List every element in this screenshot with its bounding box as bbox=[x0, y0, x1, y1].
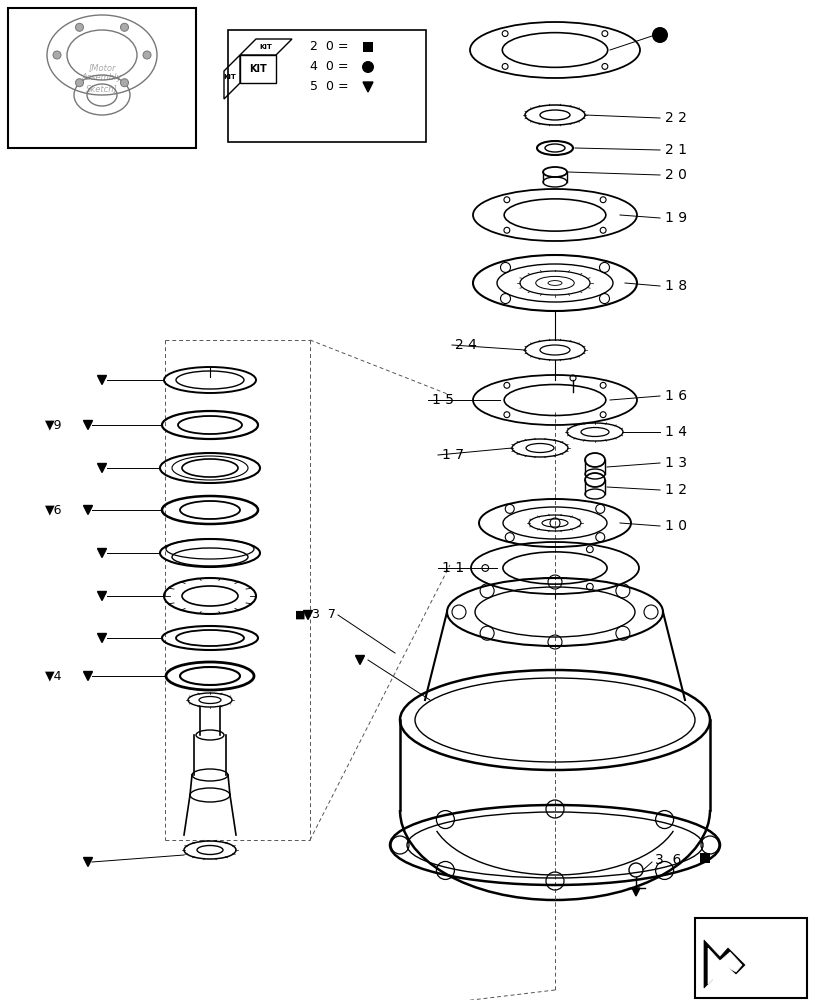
Text: 2 1: 2 1 bbox=[665, 143, 687, 157]
Polygon shape bbox=[363, 82, 373, 92]
Polygon shape bbox=[83, 672, 92, 680]
Polygon shape bbox=[83, 506, 92, 514]
Bar bbox=[363, 42, 373, 52]
Text: 1 6: 1 6 bbox=[665, 389, 687, 403]
Circle shape bbox=[121, 79, 128, 87]
Text: 2 2: 2 2 bbox=[665, 111, 687, 125]
Circle shape bbox=[76, 23, 83, 31]
Text: 3  6: 3 6 bbox=[655, 853, 681, 867]
Polygon shape bbox=[97, 591, 107, 600]
Bar bbox=[8, 8, 196, 148]
Text: KIT: KIT bbox=[259, 44, 273, 50]
Polygon shape bbox=[83, 857, 92, 866]
Text: ▼9: ▼9 bbox=[45, 418, 62, 432]
Text: 2 0: 2 0 bbox=[665, 168, 687, 182]
Circle shape bbox=[121, 23, 128, 31]
Text: 1 3: 1 3 bbox=[665, 456, 687, 470]
Text: ■: ■ bbox=[295, 610, 305, 620]
Text: 1 2: 1 2 bbox=[665, 483, 687, 497]
Text: ▼6: ▼6 bbox=[45, 504, 62, 516]
Text: 1 7: 1 7 bbox=[442, 448, 464, 462]
Polygon shape bbox=[97, 464, 107, 473]
Circle shape bbox=[143, 51, 151, 59]
Polygon shape bbox=[97, 548, 107, 558]
Bar bbox=[228, 30, 426, 142]
Polygon shape bbox=[97, 634, 107, 643]
Polygon shape bbox=[704, 940, 745, 988]
Bar bbox=[700, 853, 710, 863]
Text: 4  0 =: 4 0 = bbox=[310, 60, 348, 74]
Polygon shape bbox=[708, 948, 742, 984]
Text: KIT: KIT bbox=[249, 64, 267, 74]
Polygon shape bbox=[356, 656, 365, 664]
Text: 3  7: 3 7 bbox=[312, 608, 336, 621]
Text: 2  0 =: 2 0 = bbox=[310, 40, 348, 53]
Text: 1 9: 1 9 bbox=[665, 211, 687, 225]
Text: 1 8: 1 8 bbox=[665, 279, 687, 293]
Polygon shape bbox=[304, 610, 313, 619]
Circle shape bbox=[53, 51, 61, 59]
Bar bbox=[695, 918, 807, 998]
Text: 2 4: 2 4 bbox=[455, 338, 477, 352]
Text: 5  0 =: 5 0 = bbox=[310, 81, 348, 94]
Text: [Motor
Assembly
Sketch]: [Motor Assembly Sketch] bbox=[82, 63, 122, 93]
Circle shape bbox=[76, 79, 83, 87]
Circle shape bbox=[652, 27, 668, 43]
Text: 1 4: 1 4 bbox=[665, 425, 687, 439]
Circle shape bbox=[362, 61, 374, 73]
Polygon shape bbox=[97, 375, 107, 384]
Text: KIT: KIT bbox=[224, 74, 237, 80]
Polygon shape bbox=[83, 420, 92, 430]
Polygon shape bbox=[632, 888, 640, 896]
Text: 1 0: 1 0 bbox=[665, 519, 687, 533]
Text: 1 5: 1 5 bbox=[432, 393, 454, 407]
Text: 1 1: 1 1 bbox=[442, 561, 464, 575]
Text: ▼4: ▼4 bbox=[45, 670, 62, 682]
